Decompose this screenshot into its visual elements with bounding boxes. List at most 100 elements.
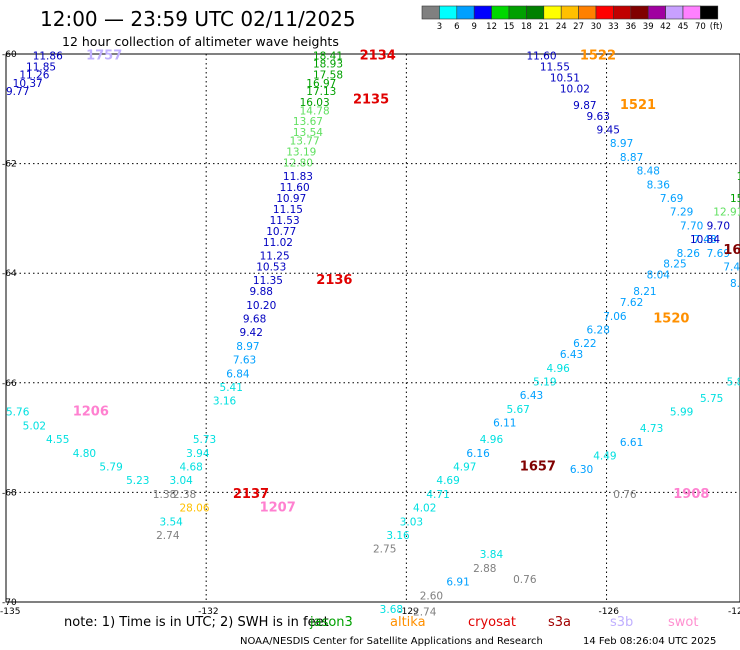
wave-height-label: 11.15: [273, 204, 303, 216]
time-label: 2134: [360, 48, 396, 63]
wave-height-label: 5.67: [506, 404, 529, 416]
wave-height-label: 4.49: [593, 451, 616, 463]
wave-height-label: 13.54: [293, 127, 323, 139]
wave-height-label: 4.97: [453, 461, 476, 473]
y-tick-label: -66: [2, 379, 17, 389]
wave-height-label: 4.69: [436, 475, 459, 487]
wave-height-label: 12.91: [713, 207, 740, 219]
wave-height-label: 7.29: [670, 207, 693, 219]
satellite-label-s3a: s3a: [548, 615, 571, 630]
wave-height-label: 3.03: [400, 516, 423, 528]
legend-swatch: [613, 5, 632, 20]
legend-swatch: [543, 5, 562, 20]
wave-height-label: 3.54: [159, 516, 183, 528]
wave-height-label: 11.02: [263, 237, 293, 249]
legend-tick-label: 21: [538, 22, 549, 32]
wave-height-label: 3.16: [386, 530, 410, 542]
wave-height-label: 4.96: [480, 434, 504, 446]
wave-height-label: 4.96: [546, 363, 570, 375]
wave-height-label: 5.19: [533, 377, 556, 389]
wave-height-label: 13.19: [286, 146, 316, 158]
wave-height-label: 8.87: [620, 152, 643, 164]
wave-height-label: 11.60: [280, 182, 310, 194]
x-tick-label: -132: [198, 607, 218, 617]
wave-height-label: 11.83: [283, 171, 313, 183]
x-tick-label: -135: [0, 607, 20, 617]
legend-tick-label: 45: [678, 22, 689, 32]
legend-swatch: [456, 5, 475, 20]
wave-height-label: 28.06: [179, 503, 209, 515]
wave-height-label: 8.25: [663, 259, 686, 271]
wave-height-label: 4.73: [640, 423, 663, 435]
wave-height-label: 7.63: [233, 355, 256, 367]
wave-height-label: 9.70: [707, 220, 730, 232]
legend-tick-label: 3: [437, 22, 442, 32]
wave-height-label: 9.42: [240, 327, 263, 339]
y-tick-label: -60: [2, 50, 17, 60]
wave-height-label: 11.26: [19, 70, 49, 82]
legend-tick-label: 30: [591, 22, 602, 32]
wave-height-label: 11.53: [270, 215, 300, 227]
wave-height-label: 11.60: [526, 50, 556, 62]
legend-swatch: [473, 5, 492, 20]
wave-height-label: 2.74: [413, 607, 437, 619]
chart-title: 12:00 — 23:59 UTC 02/11/2025: [40, 7, 356, 31]
legend-swatch: [595, 5, 614, 20]
wave-height-label: 11.55: [540, 61, 570, 73]
wave-height-label: 3.84: [480, 549, 504, 561]
plot-area: -60-62-64-66-68-70-135-132-129-126-123-1…: [0, 48, 740, 619]
wave-height-label: 3.04: [169, 475, 193, 487]
axis-ticks: -60-62-64-66-68-70-135-132-129-126-123-1…: [0, 50, 740, 617]
legend-swatch: [647, 5, 666, 20]
legend-tick-label: 39: [643, 22, 654, 32]
color-legend: 3 6 9 12 15 18 21 24 27 30 33 36 39 42 45 70 (ft): [421, 5, 723, 32]
wave-height-label: 8.21: [633, 286, 656, 298]
time-label: 1908: [673, 487, 709, 502]
legend-swatch: [508, 5, 527, 20]
grid-lines: [6, 54, 740, 602]
wave-height-label: 7.48: [693, 234, 716, 246]
time-label: 2137: [233, 487, 269, 502]
wave-height-label: 11.35: [253, 275, 283, 287]
legend-swatch: [526, 5, 545, 20]
wave-height-label: 9.77: [6, 86, 29, 98]
wave-height-label: 16.97: [306, 78, 336, 90]
time-label: 1522: [580, 48, 616, 63]
wave-height-label: 8.36: [647, 179, 671, 191]
wave-height-label: 15.42: [730, 193, 740, 205]
wave-height-label: 10.84: [690, 234, 720, 246]
wave-height-label: 6.28: [587, 324, 610, 336]
wave-height-label: 7.69: [707, 248, 730, 260]
wave-height-label: 16.03: [300, 97, 330, 109]
wave-height-label: 2.75: [373, 544, 396, 556]
wave-height-label: 9.87: [573, 100, 596, 112]
legend-swatch: [682, 5, 701, 20]
x-tick-label: -124: [728, 607, 740, 617]
wave-height-label: 4.02: [413, 503, 436, 515]
x-tick-label: -126: [599, 607, 620, 617]
plot-frame: [5, 53, 740, 603]
wave-height-label: 5.41: [220, 382, 243, 394]
wave-height-label: 10.20: [246, 300, 276, 312]
legend-tick-label: 18: [521, 22, 532, 32]
wave-height-label: 3.94: [186, 448, 210, 460]
wave-height-label: 11.25: [260, 251, 290, 263]
satellite-label-altika: altika: [390, 615, 426, 630]
wave-height-label: 6.43: [520, 390, 543, 402]
wave-height-label: 6.11: [493, 418, 516, 430]
wave-height-label: 6.84: [226, 368, 250, 380]
wave-height-label: 4.80: [73, 448, 96, 460]
footer-note: note: 1) Time is in UTC; 2) SWH is in fe…: [64, 615, 329, 630]
wave-height-label: 4.68: [179, 461, 202, 473]
satellite-label-swot: swot: [668, 615, 698, 630]
wave-height-label: 2.38: [173, 489, 196, 501]
legend-tick-label: 33: [608, 22, 619, 32]
wave-height-label: 5.76: [6, 407, 30, 419]
wave-height-label: 9.63: [587, 111, 610, 123]
time-label: 1657: [520, 459, 556, 474]
legend-tick-label: 42: [660, 22, 671, 32]
y-tick-label: -64: [2, 269, 17, 279]
wave-height-label: 9.45: [597, 124, 620, 136]
wave-height-label: 8.03: [730, 278, 740, 290]
